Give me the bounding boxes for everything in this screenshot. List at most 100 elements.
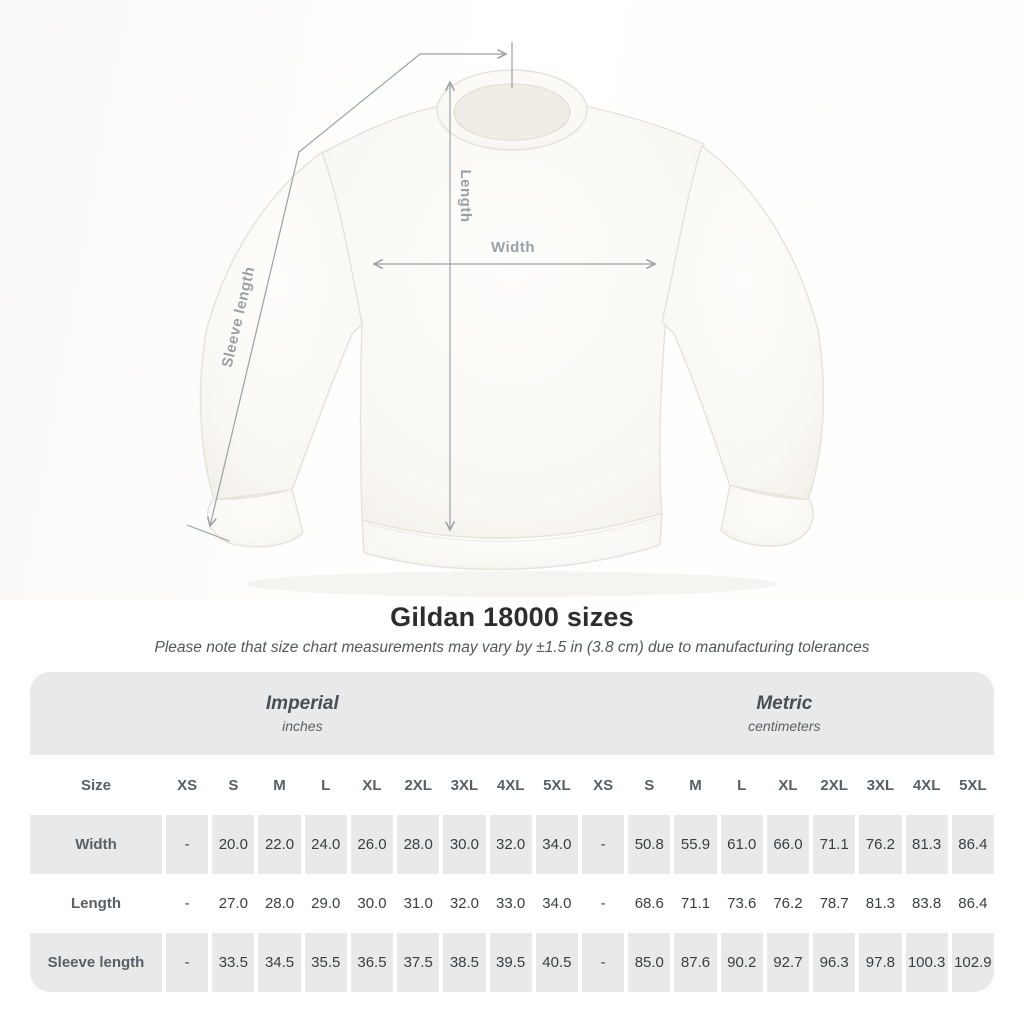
cell: 55.9: [674, 815, 717, 874]
sweatshirt-illustration: Width Length Sleeve length: [186, 42, 825, 597]
cell: 34.0: [535, 874, 578, 933]
cell: 33.5: [212, 933, 255, 992]
cell: 20.0: [212, 815, 255, 874]
imperial-group-header: Imperial inches: [30, 672, 575, 755]
cell: -: [166, 933, 209, 992]
size-header: 2XL: [397, 755, 440, 815]
cell: 100.3: [905, 933, 948, 992]
cell: 37.5: [397, 933, 440, 992]
size-header: 3XL: [859, 755, 902, 815]
right-cuff: [720, 484, 814, 547]
cell: 76.2: [766, 874, 810, 933]
unit-group-band: Imperial inches Metric centimeters: [30, 672, 994, 755]
cell: 73.6: [720, 874, 763, 933]
width-label: Width: [491, 239, 535, 256]
size-header: L: [720, 755, 763, 815]
cell: 102.9: [951, 933, 994, 992]
collar-opening: [453, 83, 571, 141]
cell: 22.0: [258, 815, 301, 874]
cell: 29.0: [304, 874, 347, 933]
size-header: XS: [581, 755, 625, 815]
sweatshirt-body-group: [199, 69, 825, 571]
cell: 34.5: [258, 933, 301, 992]
sleeve-measure-line: [210, 54, 506, 526]
row-label: Sleeve length: [30, 933, 162, 992]
cell: -: [581, 933, 625, 992]
cell: 50.8: [628, 815, 671, 874]
torso: [319, 105, 705, 541]
heading-block: Gildan 18000 sizes Please note that size…: [0, 602, 1024, 657]
cell: 36.5: [350, 933, 394, 992]
cell: 97.8: [859, 933, 902, 992]
metric-group-header: Metric centimeters: [575, 672, 994, 755]
cell: 81.3: [859, 874, 902, 933]
cell: 38.5: [443, 933, 486, 992]
cell: -: [581, 815, 625, 874]
length-label: Length: [457, 170, 474, 223]
cell: 96.3: [813, 933, 856, 992]
size-column-header: Size: [30, 755, 162, 815]
cell: 85.0: [628, 933, 671, 992]
size-header: L: [304, 755, 347, 815]
cell: 90.2: [720, 933, 763, 992]
hem-seam: [367, 517, 657, 542]
row-label: Width: [30, 815, 162, 874]
size-chart: Imperial inches Metric centimeters Size …: [30, 672, 994, 992]
cell: -: [166, 874, 209, 933]
cell: 33.0: [489, 874, 532, 933]
cell: 32.0: [489, 815, 532, 874]
cell: -: [581, 874, 625, 933]
cell: 30.0: [443, 815, 486, 874]
left-sleeve: [199, 151, 363, 501]
size-header: 4XL: [489, 755, 532, 815]
cell: 78.7: [813, 874, 856, 933]
imperial-unit: inches: [282, 717, 323, 734]
size-header: 5XL: [951, 755, 994, 815]
cell: 31.0: [397, 874, 440, 933]
cell: 68.6: [628, 874, 671, 933]
cell: 32.0: [443, 874, 486, 933]
cell: 86.4: [951, 874, 994, 933]
table-row-width: Width - 20.0 22.0 24.0 26.0 28.0 30.0 32…: [30, 815, 994, 874]
imperial-label: Imperial: [265, 693, 339, 715]
metric-unit: centimeters: [748, 717, 821, 734]
size-header: 4XL: [905, 755, 948, 815]
cell: 71.1: [674, 874, 717, 933]
cell: 30.0: [350, 874, 394, 933]
cell: 39.5: [489, 933, 532, 992]
table-row-length: Length - 27.0 28.0 29.0 30.0 31.0 32.0 3…: [30, 874, 994, 933]
size-table: Size XS S M L XL 2XL 3XL 4XL 5XL XS S M …: [30, 755, 994, 992]
cell: 92.7: [766, 933, 810, 992]
size-header: XS: [166, 755, 209, 815]
cell: 71.1: [813, 815, 856, 874]
cell: 35.5: [304, 933, 347, 992]
size-header: 3XL: [443, 755, 486, 815]
size-header: XL: [766, 755, 810, 815]
tolerance-note: Please note that size chart measurements…: [154, 639, 870, 656]
cell: 28.0: [397, 815, 440, 874]
size-header: 2XL: [813, 755, 856, 815]
size-header: XL: [350, 755, 394, 815]
measurement-lines: [186, 42, 655, 542]
size-header: M: [674, 755, 717, 815]
cell: 26.0: [350, 815, 394, 874]
ground-shadow: [247, 571, 777, 597]
size-header: M: [258, 755, 301, 815]
cell: 81.3: [905, 815, 948, 874]
cell: 27.0: [212, 874, 255, 933]
size-header: S: [628, 755, 671, 815]
size-header: S: [212, 755, 255, 815]
cell: 40.5: [535, 933, 578, 992]
page-title: Gildan 18000 sizes: [390, 602, 634, 632]
cell: 24.0: [304, 815, 347, 874]
cell: 76.2: [859, 815, 902, 874]
cell: -: [166, 815, 209, 874]
metric-label: Metric: [756, 693, 813, 715]
cell: 61.0: [720, 815, 763, 874]
cell: 28.0: [258, 874, 301, 933]
cell: 34.0: [535, 815, 578, 874]
cell: 86.4: [951, 815, 994, 874]
cell: 87.6: [674, 933, 717, 992]
size-header: 5XL: [535, 755, 578, 815]
cell: 66.0: [766, 815, 810, 874]
